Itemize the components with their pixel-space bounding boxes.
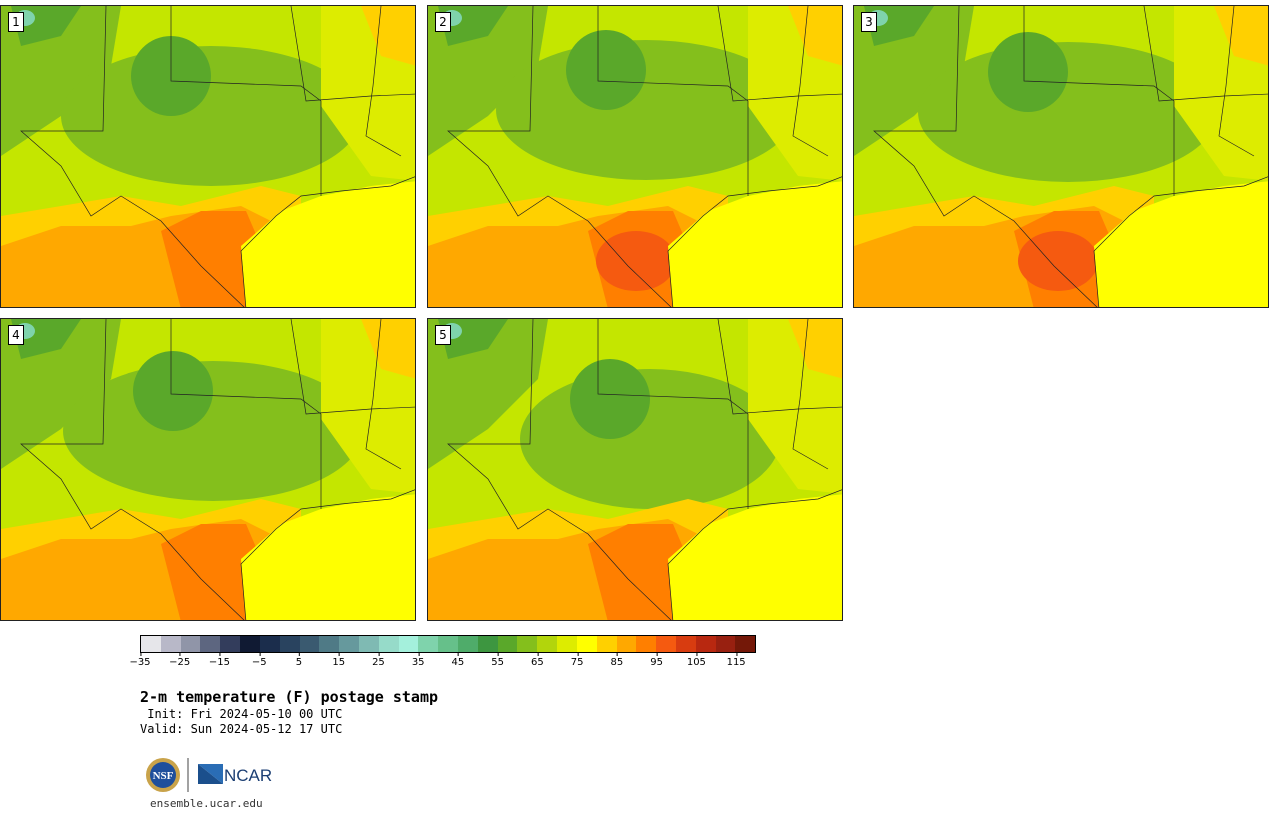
- gulf-water: [241, 181, 415, 307]
- colorbar-tick-label: 55: [491, 652, 504, 668]
- colorbar-tick-label: 35: [412, 652, 425, 668]
- temperature-map: [428, 6, 842, 307]
- colorbar-cell: [319, 636, 340, 652]
- member-label: 5: [435, 325, 451, 345]
- colorbar-cell: [477, 636, 498, 652]
- colorbar-cell: [517, 636, 538, 652]
- site-url: ensemble.ucar.edu: [150, 797, 263, 810]
- ncar-logo-text: NCAR: [224, 766, 272, 785]
- hot-region: [161, 211, 261, 307]
- colorbar-cell: [458, 636, 478, 652]
- colorbar-cell: [636, 636, 657, 652]
- colorbar-cell: [299, 636, 320, 652]
- colorbar-cell: [279, 636, 300, 652]
- colorbar-cell: [180, 636, 201, 652]
- plains-cool-zone: [520, 369, 780, 509]
- colorbar-tick-label: 85: [611, 652, 623, 668]
- state-borders: [20, 6, 415, 307]
- colorbar-cell: [418, 636, 439, 652]
- ensemble-member-panel-3: 3: [853, 5, 1269, 308]
- plains-cool-zone: [61, 46, 361, 186]
- colorbar-tick-label: 95: [650, 652, 663, 668]
- colorbar-tick-label: 5: [296, 652, 302, 668]
- hot-region: [161, 524, 261, 620]
- ensemble-member-panel-5: 5: [427, 318, 843, 621]
- ensemble-member-panel-1: 1: [0, 5, 416, 308]
- colorbar-tick-label: 25: [372, 652, 385, 668]
- member-label: 2: [435, 12, 451, 32]
- colorbar-tick-label: −15: [209, 652, 230, 668]
- colorbar-cell: [141, 636, 161, 652]
- colorbar-tick-label: 115: [727, 652, 746, 668]
- colorbar-tick-label: 75: [571, 652, 584, 668]
- temperature-map: [428, 319, 842, 620]
- state-borders: [447, 319, 842, 620]
- state-borders: [873, 6, 1268, 307]
- gulf-water: [1094, 181, 1268, 307]
- colorbar-cell: [537, 636, 558, 652]
- valid-time: Valid: Sun 2024-05-12 17 UTC: [140, 722, 343, 736]
- init-time: Init: Fri 2024-05-10 00 UTC: [140, 707, 343, 721]
- nsf-logo-text: NSF: [153, 770, 174, 782]
- colorbar-cell: [735, 636, 756, 652]
- colorbar-cell: [596, 636, 617, 652]
- colorbar-cell: [616, 636, 637, 652]
- colorbar-ticks: −35 −25 −15 −5 5 15 25 35 45 55 65 75 85 95 105 115: [129, 652, 756, 673]
- colorbar-cell: [675, 636, 696, 652]
- colorbar-cell: [557, 636, 577, 652]
- gulf-water: [241, 494, 415, 620]
- gulf-water: [668, 181, 842, 307]
- colorbar-cell: [259, 636, 280, 652]
- colorbar-cell: [339, 636, 359, 652]
- member-label: 4: [8, 325, 24, 345]
- colorbar-cell: [378, 636, 399, 652]
- state-borders: [20, 319, 415, 620]
- colorbar-cell: [358, 636, 379, 652]
- colorbar-cell: [200, 636, 221, 652]
- colorbar-tick-label: 15: [332, 652, 345, 668]
- colorbar-cell: [656, 636, 676, 652]
- colorbar-cell: [715, 636, 736, 652]
- colorbar-cell: [220, 636, 241, 652]
- colorbar-cell: [497, 636, 518, 652]
- temperature-map: [1, 319, 415, 620]
- plains-cool-zone: [63, 361, 363, 501]
- colorbar-cell: [695, 636, 716, 652]
- temperature-colorbar: [140, 635, 756, 653]
- colorbar-cell: [398, 636, 419, 652]
- figure-title: 2-m temperature (F) postage stamp: [140, 688, 439, 706]
- logos: NSF NCAR: [145, 756, 275, 794]
- hot-region: [588, 524, 688, 620]
- colorbar-cell: [438, 636, 458, 652]
- colorbar-cell: [240, 636, 260, 652]
- nsf-ncar-logo: NSF NCAR: [146, 758, 272, 792]
- plains-cool-zone: [918, 42, 1218, 182]
- colorbar-tick-label: 45: [452, 652, 464, 668]
- temperature-map: [854, 6, 1268, 307]
- temperature-map: [1, 6, 415, 307]
- ensemble-member-panel-4: 4: [0, 318, 416, 621]
- colorbar-tick-label: 65: [531, 652, 544, 668]
- member-label: 1: [8, 12, 24, 32]
- ensemble-member-panel-2: 2: [427, 5, 843, 308]
- gulf-water: [668, 494, 842, 620]
- colorbar-cell: [160, 636, 181, 652]
- colorbar-tick-label: −5: [252, 652, 267, 668]
- colorbar-tick-label: −25: [169, 652, 190, 668]
- colorbar-cell: [576, 636, 597, 652]
- colorbar-tick-label: 105: [687, 652, 706, 668]
- member-label: 3: [861, 12, 877, 32]
- state-borders: [447, 6, 842, 307]
- colorbar-tick-label: −35: [129, 652, 151, 668]
